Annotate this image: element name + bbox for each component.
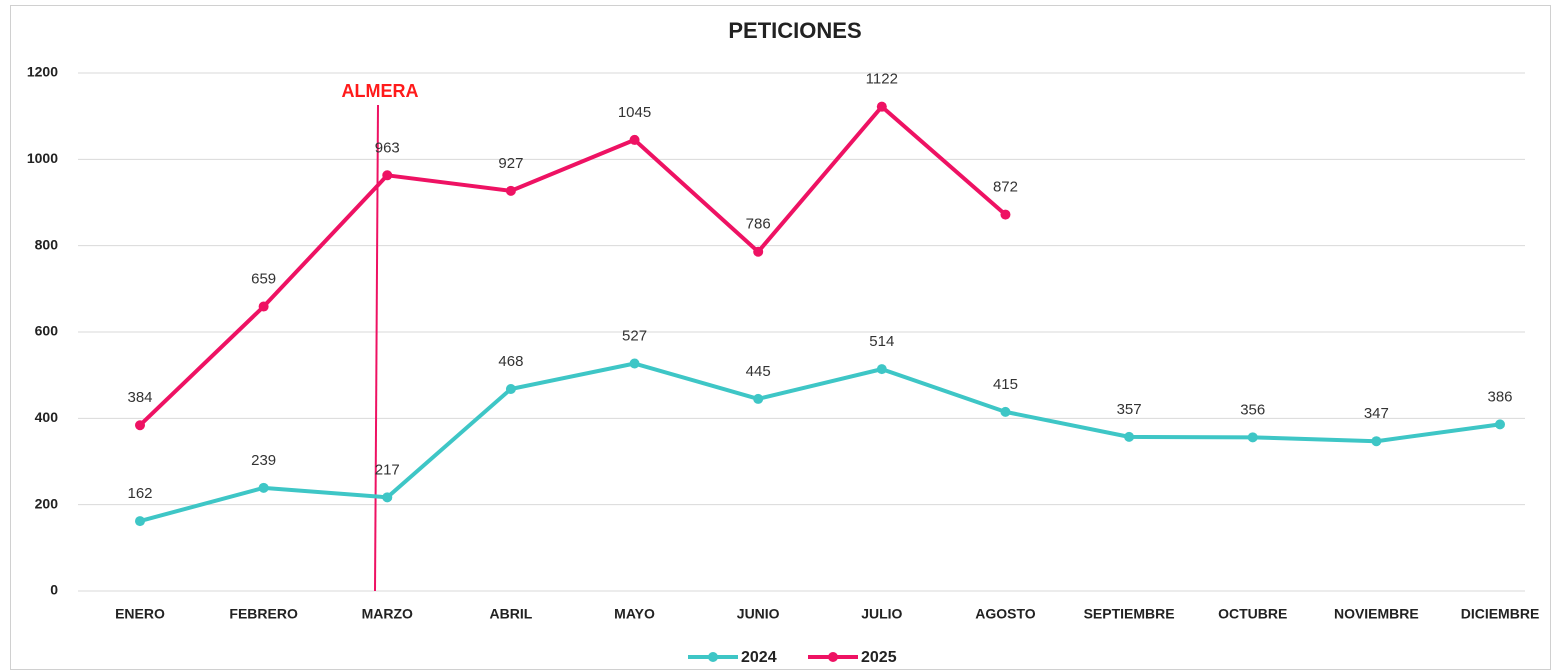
chart-border — [10, 5, 1551, 670]
point — [258, 482, 269, 493]
x-tick-label: DICIEMBRE — [1461, 606, 1540, 622]
y-tick-label: 600 — [35, 323, 59, 339]
x-tick-label: SEPTIEMBRE — [1084, 606, 1175, 622]
point — [876, 364, 887, 375]
data-label: 386 — [1487, 388, 1512, 405]
series-line — [139, 361, 1501, 524]
data-label: 468 — [498, 353, 523, 370]
point — [1000, 209, 1011, 220]
y-tick-label: 1200 — [27, 64, 58, 80]
data-label: 1045 — [618, 104, 651, 121]
data-label: 384 — [127, 389, 152, 406]
point — [1495, 419, 1505, 430]
point — [876, 101, 887, 112]
x-tick-label: ABRIL — [490, 606, 533, 622]
point — [382, 170, 393, 181]
y-tick-label: 400 — [35, 409, 59, 425]
data-label: 963 — [375, 139, 400, 156]
annotation-label: ALMERA — [342, 81, 419, 101]
point — [1247, 432, 1258, 443]
series-line — [138, 104, 1007, 427]
point — [1371, 436, 1382, 447]
legend-marker — [708, 652, 718, 662]
data-label: 1122 — [866, 71, 898, 88]
legend-label: 2024 — [741, 649, 777, 666]
point — [629, 358, 640, 369]
chart-title: PETICIONES — [728, 18, 861, 43]
point — [505, 383, 516, 394]
x-tick-label: MARZO — [362, 606, 413, 622]
legend-marker — [828, 652, 838, 662]
y-tick-label: 200 — [35, 495, 59, 511]
point — [135, 420, 145, 431]
data-label: 357 — [1117, 401, 1142, 418]
data-label: 162 — [127, 485, 152, 502]
point — [1000, 406, 1011, 417]
data-label: 927 — [498, 155, 523, 172]
point — [753, 246, 764, 257]
data-label: 786 — [746, 216, 771, 233]
x-tick-label: FEBRERO — [229, 606, 298, 622]
data-label: 445 — [746, 363, 771, 380]
x-tick-label: MAYO — [614, 606, 655, 622]
data-label: 347 — [1364, 405, 1389, 422]
legend-label: 2025 — [861, 649, 897, 666]
y-tick-label: 0 — [50, 582, 58, 598]
data-label: 527 — [622, 327, 647, 344]
point — [258, 301, 269, 312]
point — [382, 492, 393, 503]
y-tick-label: 800 — [35, 236, 59, 252]
data-label: 659 — [251, 271, 276, 288]
x-tick-label: NOVIEMBRE — [1334, 606, 1419, 622]
point — [753, 393, 764, 404]
data-label: 872 — [993, 179, 1018, 196]
data-label: 356 — [1240, 401, 1265, 418]
data-label: 514 — [869, 333, 894, 350]
data-label: 239 — [251, 452, 276, 469]
point — [1124, 431, 1135, 442]
x-tick-label: AGOSTO — [975, 606, 1036, 622]
data-label: 415 — [993, 376, 1018, 393]
data-label: 217 — [375, 461, 400, 478]
y-tick-label: 1000 — [27, 150, 58, 166]
x-tick-label: JULIO — [861, 606, 902, 622]
point — [629, 134, 640, 145]
x-tick-label: OCTUBRE — [1218, 606, 1287, 622]
x-tick-label: JUNIO — [737, 606, 780, 622]
point — [505, 185, 516, 196]
x-tick-label: ENERO — [115, 606, 165, 622]
point — [135, 516, 145, 527]
